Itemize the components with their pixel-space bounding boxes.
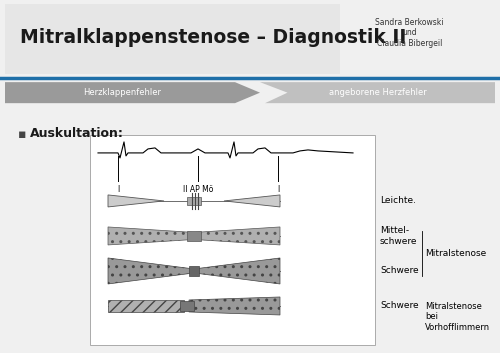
Polygon shape (224, 195, 280, 207)
FancyBboxPatch shape (187, 197, 201, 205)
Text: Mitralklappenstenose – Diagnostik II: Mitralklappenstenose – Diagnostik II (20, 28, 406, 47)
Polygon shape (189, 297, 280, 315)
FancyBboxPatch shape (187, 231, 201, 241)
Polygon shape (108, 195, 164, 207)
Polygon shape (108, 300, 184, 312)
Text: Mitralstenose: Mitralstenose (425, 249, 486, 258)
Polygon shape (194, 258, 280, 284)
Text: Schwere: Schwere (380, 301, 418, 311)
Text: I: I (277, 185, 279, 194)
Text: Auskultation:: Auskultation: (30, 127, 124, 140)
Text: Mittel-
schwere: Mittel- schwere (380, 226, 418, 246)
Polygon shape (108, 227, 194, 245)
Text: Schwere: Schwere (380, 267, 418, 275)
Text: angeborene Herzfehler: angeborene Herzfehler (328, 88, 426, 97)
Text: Sandra Berkowski
und
Claudia Bibergeil: Sandra Berkowski und Claudia Bibergeil (375, 18, 444, 48)
Text: Herzklappenfehler: Herzklappenfehler (84, 88, 162, 97)
Polygon shape (5, 82, 260, 103)
Text: II AP Mö: II AP Mö (183, 185, 213, 194)
FancyBboxPatch shape (180, 301, 194, 311)
Text: Mitralstenose
bei
Vorhofflimmern: Mitralstenose bei Vorhofflimmern (425, 302, 490, 332)
FancyBboxPatch shape (5, 4, 340, 74)
Text: I: I (117, 185, 119, 194)
Text: ▪: ▪ (18, 128, 26, 141)
FancyBboxPatch shape (189, 266, 199, 276)
FancyBboxPatch shape (90, 135, 375, 345)
Polygon shape (260, 82, 495, 103)
Text: Leichte.: Leichte. (380, 196, 416, 205)
Polygon shape (108, 258, 194, 284)
Polygon shape (194, 227, 280, 245)
